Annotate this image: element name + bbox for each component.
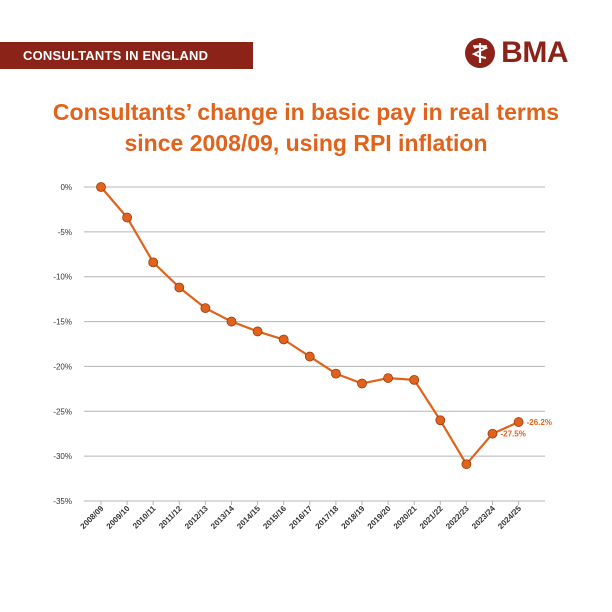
data-point	[330, 368, 341, 379]
data-point	[461, 459, 472, 470]
chart-title: Consultants’ change in basic pay in real…	[0, 97, 612, 159]
y-tick-label: -20%	[53, 362, 72, 371]
data-point	[96, 182, 106, 192]
x-tick-label: 2011/12	[157, 504, 184, 531]
data-point	[357, 378, 367, 389]
x-tick-label: 2017/18	[313, 504, 340, 531]
data-point	[383, 373, 394, 383]
x-tick-label: 2019/20	[366, 504, 393, 531]
x-tick-label: 2013/14	[209, 504, 236, 531]
data-label: -27.5%	[501, 430, 526, 439]
data-point	[148, 257, 159, 268]
data-label: -26.2%	[527, 418, 552, 427]
data-point	[200, 303, 211, 314]
data-point	[513, 417, 524, 427]
x-tick-label: 2020/21	[392, 504, 419, 531]
x-tick-label: 2012/13	[183, 504, 210, 531]
chart-title-line-1: Consultants’ change in basic pay in real…	[52, 99, 560, 125]
x-tick-label: 2021/22	[418, 504, 445, 531]
y-tick-label: -15%	[53, 318, 72, 327]
x-tick-label: 2016/17	[287, 504, 314, 531]
x-tick-label: 2024/25	[496, 504, 523, 531]
data-point	[435, 415, 446, 426]
data-point	[174, 282, 185, 293]
data-point	[304, 351, 315, 362]
data-point	[226, 316, 237, 327]
bma-emblem-icon	[465, 38, 496, 68]
data-point	[122, 212, 132, 223]
x-tick-label: 2008/09	[79, 504, 106, 531]
x-tick-label: 2014/15	[235, 504, 262, 531]
x-tick-label: 2023/24	[470, 504, 497, 531]
data-point	[409, 374, 420, 385]
series-line	[100, 186, 520, 466]
x-tick-label: 2009/10	[105, 504, 132, 531]
x-tick-label: 2018/19	[340, 504, 367, 531]
y-tick-label: -30%	[53, 452, 72, 461]
section-banner: CONSULTANTS IN ENGLAND	[0, 42, 253, 69]
banner-label: CONSULTANTS IN ENGLAND	[23, 48, 209, 63]
bma-logo: BMA	[464, 36, 568, 70]
x-tick-label: 2010/11	[131, 504, 158, 531]
logo-text: BMA	[501, 36, 568, 69]
data-point	[252, 326, 263, 337]
y-tick-label: -35%	[53, 497, 72, 506]
x-tick-label: 2015/16	[261, 504, 288, 531]
y-tick-label: -25%	[53, 407, 72, 416]
y-tick-label: -10%	[53, 273, 72, 282]
chart-title-line-2: since 2008/09, using RPI inflation	[124, 130, 488, 156]
data-point	[278, 334, 289, 345]
data-point	[487, 428, 498, 439]
y-tick-label: -5%	[58, 228, 72, 237]
y-tick-label: 0%	[60, 183, 72, 192]
x-tick-label: 2022/23	[444, 504, 471, 531]
